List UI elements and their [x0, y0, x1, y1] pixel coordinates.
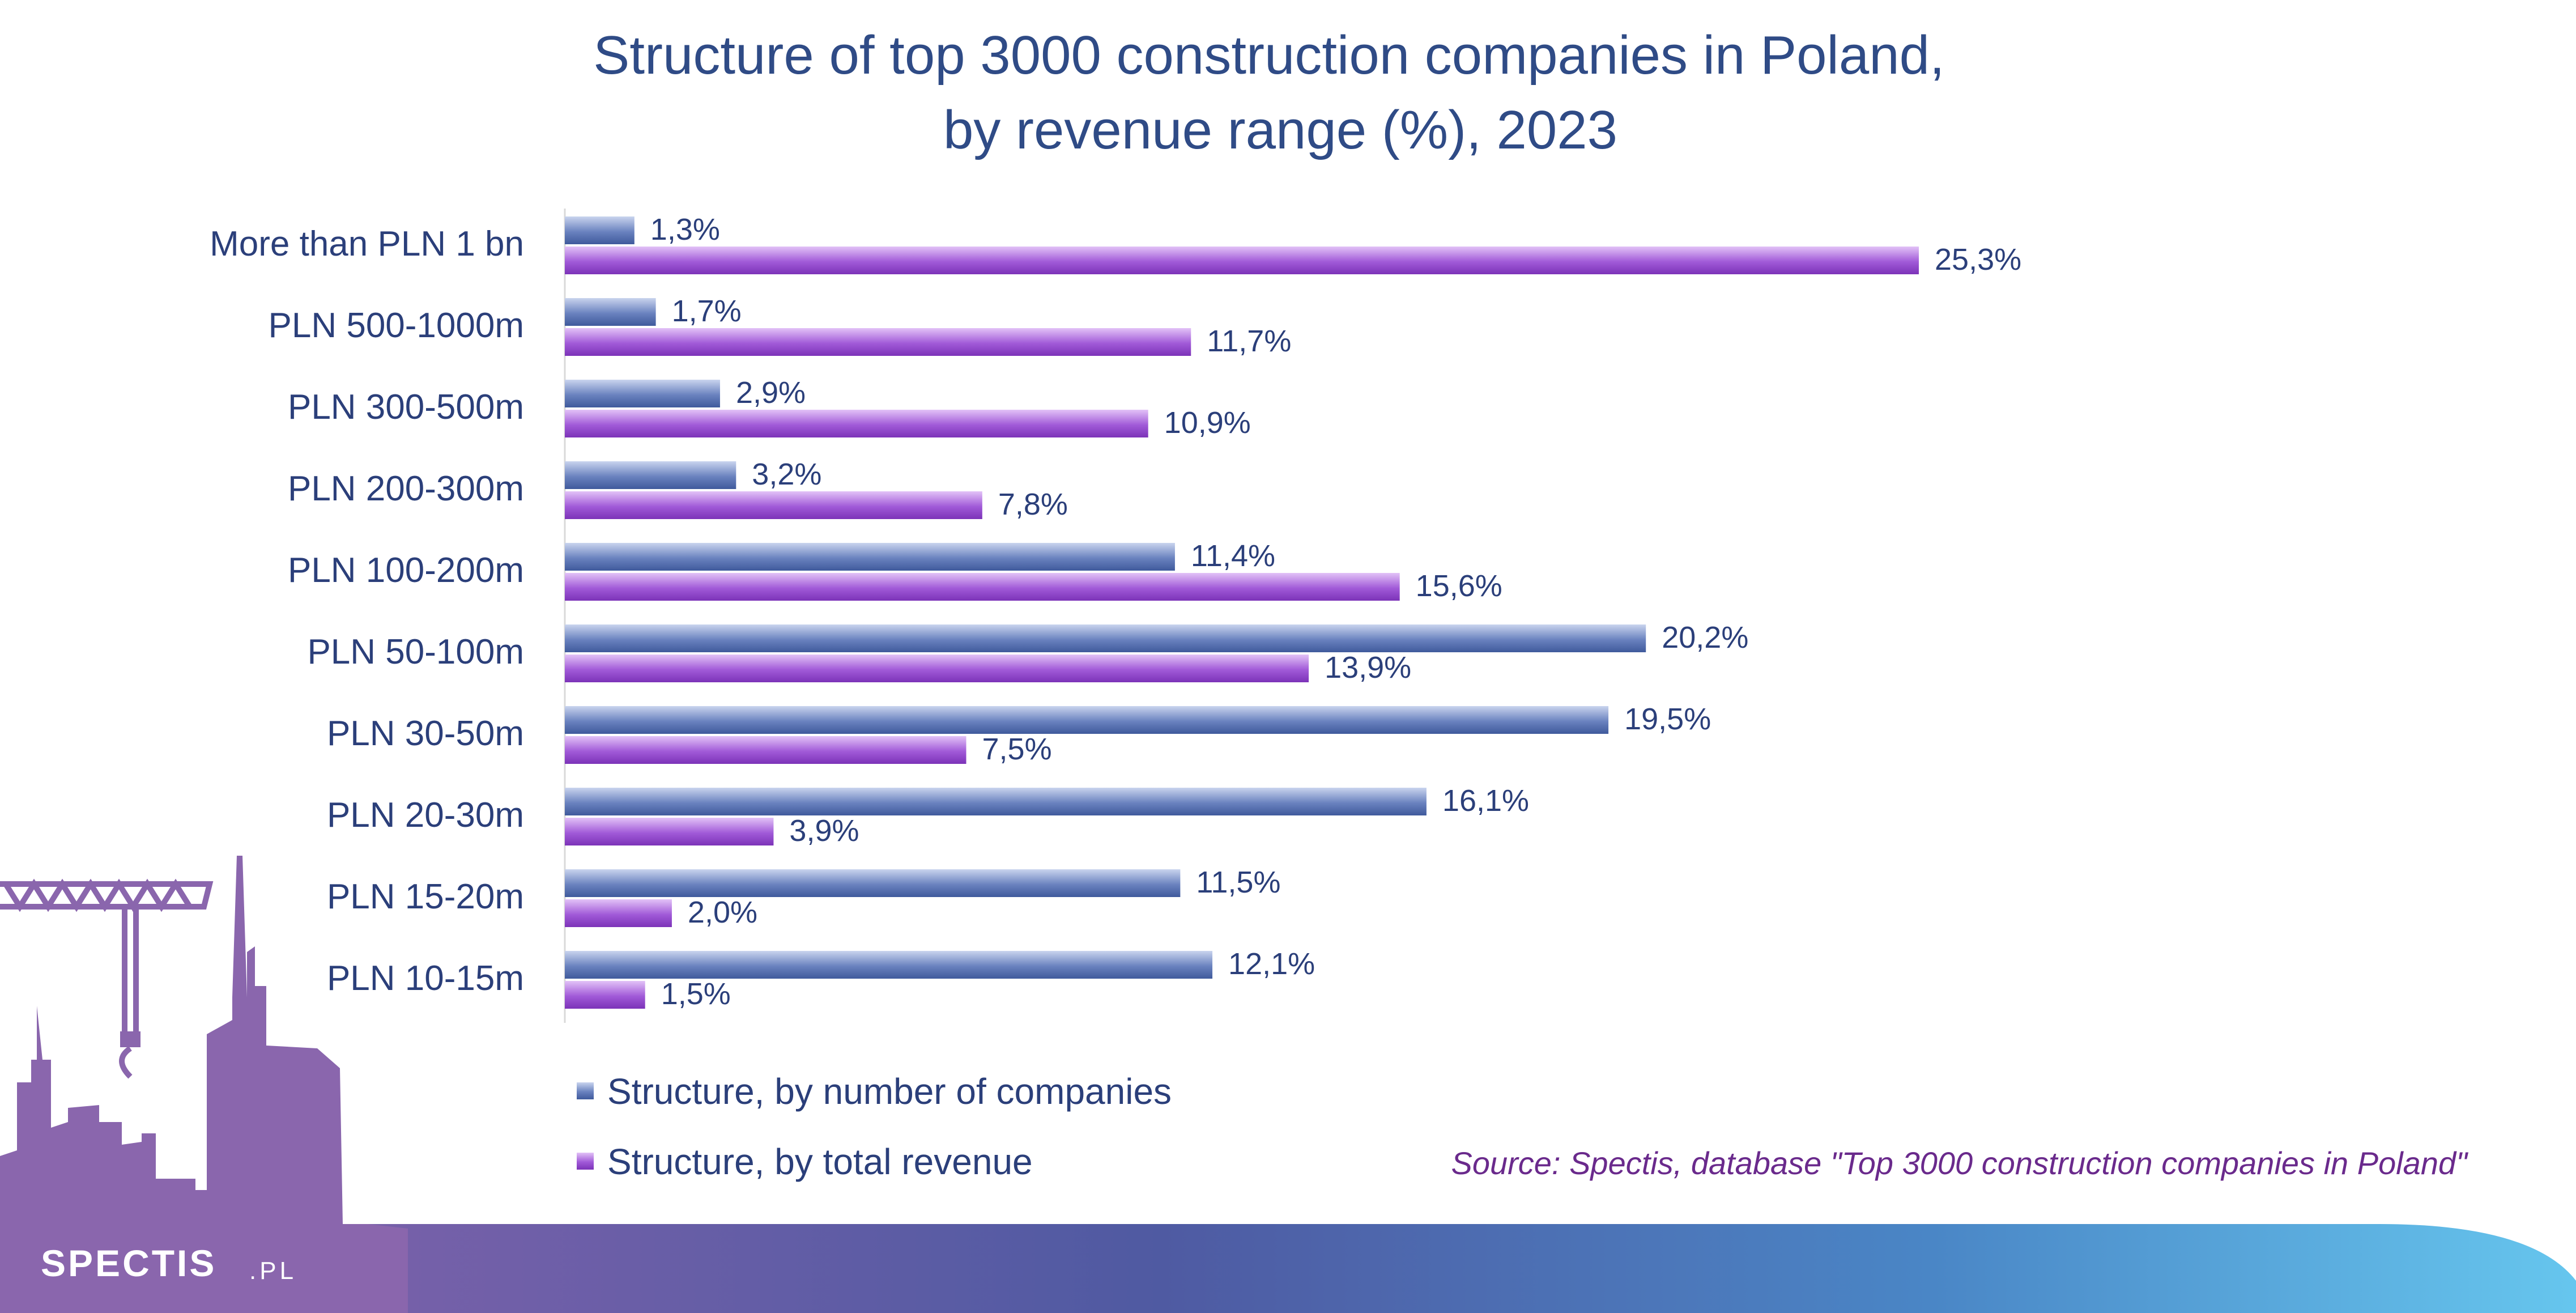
data-label-companies: 3,2%: [752, 457, 821, 491]
category-label: PLN 200-300m: [288, 469, 524, 508]
legend-swatch-revenue: [577, 1153, 594, 1170]
data-label-revenue: 2,0%: [688, 895, 757, 929]
legend-label-revenue: Structure, by total revenue: [607, 1141, 1033, 1182]
category-label: PLN 500-1000m: [269, 306, 525, 345]
data-label-revenue: 3,9%: [789, 814, 859, 848]
data-label-companies: 1,7%: [672, 294, 742, 328]
data-label-revenue: 10,9%: [1164, 406, 1251, 440]
bar-companies: [565, 624, 1646, 652]
bar-companies: [565, 216, 635, 244]
chart-title-line-2: by revenue range (%), 2023: [943, 100, 1617, 160]
data-label-revenue: 13,9%: [1325, 651, 1411, 685]
footer-band: [0, 1224, 2576, 1313]
bar-companies: [565, 951, 1213, 979]
skyline-illustration: [0, 856, 408, 1313]
bar-revenue: [565, 573, 1400, 601]
category-label: PLN 10-15m: [327, 959, 524, 998]
category-label: More than PLN 1 bn: [210, 224, 524, 264]
data-label-companies: 19,5%: [1624, 702, 1711, 736]
data-label-revenue: 7,5%: [982, 732, 1052, 766]
bar-companies: [565, 706, 1609, 734]
data-label-companies: 11,5%: [1196, 865, 1280, 899]
bar-revenue: [565, 655, 1309, 682]
bar-revenue: [565, 899, 672, 927]
data-label-revenue: 7,8%: [998, 487, 1068, 521]
legend-swatch-companies: [577, 1082, 594, 1099]
bar-revenue: [565, 328, 1191, 356]
bars: More than PLN 1 bn 1,3% 25,3% PLN 500-1000m…: [210, 213, 2021, 1011]
data-label-revenue: 25,3%: [1935, 243, 2021, 277]
bar-companies: [565, 380, 720, 407]
bar-revenue: [565, 410, 1148, 437]
legend-label-companies: Structure, by number of companies: [607, 1071, 1172, 1112]
category-label: PLN 100-200m: [288, 551, 524, 590]
spectis-logo-tld: .PL: [249, 1257, 297, 1285]
bar-revenue: [565, 736, 966, 764]
data-label-companies: 1,3%: [650, 213, 720, 247]
chart-title-line-1: Structure of top 3000 construction compa…: [593, 25, 1944, 86]
bar-companies: [565, 869, 1181, 897]
bar-companies: [565, 543, 1175, 571]
source-note: Source: Spectis, database "Top 3000 cons…: [1451, 1145, 2469, 1181]
bar-revenue: [565, 818, 774, 845]
data-label-revenue: 11,7%: [1207, 324, 1291, 358]
spectis-logo: SPECTIS: [41, 1242, 216, 1284]
bar-revenue: [565, 981, 645, 1009]
bar-companies: [565, 461, 736, 489]
data-label-revenue: 1,5%: [661, 977, 731, 1011]
bar-companies: [565, 298, 656, 326]
category-label: PLN 300-500m: [288, 388, 524, 427]
data-label-companies: 20,2%: [1662, 621, 1748, 655]
bar-companies: [565, 788, 1427, 815]
category-label: PLN 20-30m: [327, 796, 524, 835]
category-label: PLN 50-100m: [307, 632, 524, 672]
data-label-companies: 12,1%: [1228, 947, 1315, 981]
data-label-revenue: 15,6%: [1416, 569, 1502, 603]
category-label: PLN 15-20m: [327, 877, 524, 916]
bar-revenue: [565, 491, 982, 519]
data-label-companies: 16,1%: [1442, 784, 1529, 818]
data-label-companies: 2,9%: [736, 376, 806, 410]
category-label: PLN 30-50m: [327, 714, 524, 753]
data-label-companies: 11,4%: [1191, 539, 1275, 573]
bar-revenue: [565, 247, 1919, 274]
